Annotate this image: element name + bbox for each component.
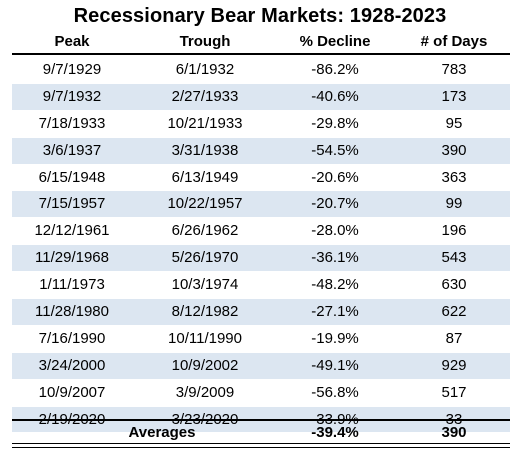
- trough-cell: 6/1/1932: [175, 61, 235, 78]
- days-cell: 99: [445, 195, 463, 213]
- table-row: 12/12/1961 6/26/1962 -28.0% 196: [12, 218, 510, 246]
- table-row: 11/28/1980 8/12/1982 -27.1% 622: [12, 299, 510, 326]
- averages-days: 390: [441, 424, 467, 441]
- peak-cell: 11/29/1968: [35, 249, 109, 267]
- averages-decline: -39.4%: [311, 424, 359, 441]
- table-row: 1/11/1973 10/3/1974 -48.2% 630: [12, 272, 510, 300]
- table-row: 7/16/1990 10/11/1990 -19.9% 87: [12, 326, 510, 353]
- trough-cell: 10/3/1974: [171, 276, 239, 294]
- trough-cell: 3/9/2009: [175, 383, 235, 401]
- table-row: 9/7/1932 2/27/1933 -40.6% 173: [12, 83, 510, 111]
- peak-cell: 9/7/1929: [42, 61, 102, 78]
- table-row: 7/15/1957 10/22/1957 -20.7% 99: [12, 191, 510, 219]
- peak-cell: 7/18/1933: [38, 114, 106, 132]
- decline-cell: -19.9%: [311, 329, 359, 347]
- peak-cell: 7/16/1990: [38, 329, 106, 347]
- table-title: Recessionary Bear Markets: 1928-2023: [73, 5, 447, 27]
- peak-cell: 11/28/1980: [35, 303, 109, 321]
- peak-cell: 1/11/1973: [39, 276, 105, 294]
- days-cell: 196: [441, 222, 467, 240]
- peak-cell: 3/24/2000: [38, 356, 106, 374]
- days-cell: 517: [441, 383, 467, 401]
- days-cell: 390: [441, 141, 467, 159]
- trough-cell: 10/11/1990: [168, 329, 242, 347]
- table-header: Peak Trough % Decline # of Days: [12, 31, 510, 55]
- trough-cell: 6/13/1949: [171, 168, 239, 186]
- trough-cell: 3/31/1938: [171, 141, 239, 159]
- trough-cell: 10/21/1933: [167, 114, 243, 132]
- days-cell: 622: [441, 303, 467, 321]
- trough-cell: 10/9/2002: [171, 356, 239, 374]
- days-cell: 783: [441, 61, 467, 78]
- peak-cell: 12/12/1961: [34, 222, 110, 240]
- decline-cell: -86.2%: [311, 61, 359, 78]
- trough-cell: 10/22/1957: [167, 195, 243, 213]
- table-row: 3/24/2000 10/9/2002 -49.1% 929: [12, 352, 510, 380]
- days-cell: 363: [441, 168, 467, 186]
- decline-cell: -40.6%: [311, 87, 359, 105]
- decline-cell: -36.1%: [311, 249, 359, 267]
- header-days: # of Days: [420, 33, 488, 50]
- peak-cell: 6/15/1948: [38, 168, 106, 186]
- days-cell: 929: [441, 356, 467, 374]
- table-row: 9/7/1929 6/1/1932 -86.2% 783: [12, 57, 510, 84]
- table-body: 9/7/1929 6/1/1932 -86.2% 783 9/7/1932 2/27/19…: [12, 57, 510, 434]
- peak-cell: 10/9/2007: [38, 383, 106, 401]
- trough-cell: 2/27/1933: [171, 87, 239, 105]
- days-cell: 173: [441, 87, 467, 105]
- decline-cell: -29.8%: [311, 114, 359, 132]
- days-cell: 543: [441, 249, 467, 267]
- days-cell: 630: [441, 276, 467, 294]
- trough-cell: 5/26/1970: [171, 249, 239, 267]
- table-row: 11/29/1968 5/26/1970 -36.1% 543: [12, 245, 510, 273]
- decline-cell: -20.7%: [311, 195, 359, 213]
- peak-cell: 3/6/1937: [42, 141, 102, 159]
- peak-cell: 7/15/1957: [38, 195, 106, 213]
- decline-cell: -48.2%: [311, 276, 359, 294]
- header-peak: Peak: [54, 33, 90, 50]
- table-row: 6/15/1948 6/13/1949 -20.6% 363: [12, 165, 510, 192]
- days-cell: 87: [445, 329, 463, 347]
- decline-cell: -56.8%: [311, 383, 359, 401]
- trough-cell: 8/12/1982: [171, 303, 239, 321]
- decline-cell: -54.5%: [311, 141, 359, 159]
- header-trough: Trough: [179, 33, 231, 50]
- decline-cell: -20.6%: [311, 168, 359, 186]
- decline-cell: -27.1%: [311, 303, 359, 321]
- trough-cell: 6/26/1962: [171, 222, 239, 240]
- averages-row: Averages -39.4% 390: [12, 419, 510, 447]
- decline-cell: -28.0%: [311, 222, 359, 240]
- header-decline: % Decline: [299, 33, 371, 50]
- decline-cell: -49.1%: [311, 356, 359, 374]
- bottom-double-rule: [12, 443, 510, 448]
- averages-label: Averages: [128, 424, 196, 441]
- days-cell: 95: [445, 114, 463, 132]
- table-row: 3/6/1937 3/31/1938 -54.5% 390: [12, 137, 510, 165]
- table-row: 10/9/2007 3/9/2009 -56.8% 517: [12, 380, 510, 407]
- table-row: 7/18/1933 10/21/1933 -29.8% 95: [12, 111, 510, 138]
- peak-cell: 9/7/1932: [42, 87, 102, 105]
